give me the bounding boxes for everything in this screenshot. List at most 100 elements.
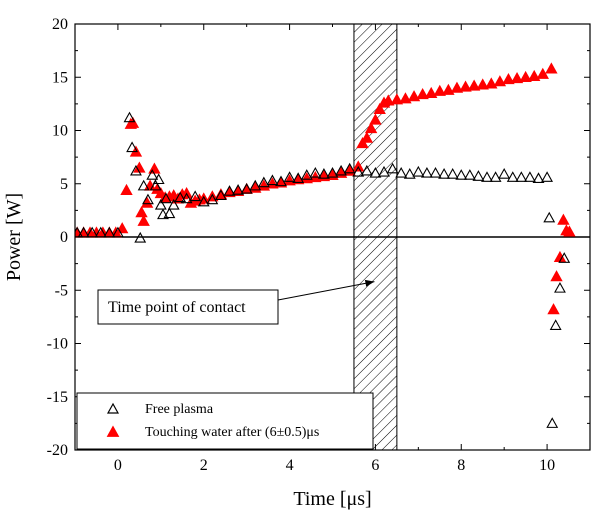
data-point (135, 206, 148, 218)
data-point (103, 226, 116, 238)
legend-label-touching-water: Touching water after (6±0.5)μs (145, 425, 319, 440)
data-point (485, 77, 498, 89)
data-point (550, 270, 563, 282)
data-point (180, 192, 193, 204)
data-point (554, 281, 566, 293)
data-point (502, 73, 515, 85)
data-point (450, 81, 464, 93)
x-tick-label: 10 (539, 457, 555, 474)
data-point (275, 175, 287, 187)
legend-item-free-plasma: Free plasma (106, 402, 214, 417)
x-tick-label: 0 (114, 457, 122, 474)
legend-marker-free-plasma (106, 402, 120, 414)
data-point (369, 166, 382, 178)
y-tick-label: 5 (60, 176, 68, 193)
data-point (160, 192, 172, 204)
data-point (223, 185, 236, 196)
x-axis-title: Time [μs] (293, 488, 371, 510)
legend-marker-touching-water (106, 425, 120, 437)
data-point (167, 198, 180, 210)
series-touching-water (75, 62, 576, 315)
y-tick-label: 10 (52, 123, 68, 140)
data-point (523, 171, 536, 182)
data-point (197, 192, 210, 204)
data-point (197, 195, 210, 207)
y-tick-label: -20 (47, 442, 68, 459)
y-tick-label: -15 (47, 389, 68, 406)
data-point (300, 169, 313, 180)
data-point (257, 176, 270, 188)
data-point (429, 166, 442, 178)
data-point (130, 164, 142, 176)
x-tick-label: 2 (200, 457, 208, 474)
data-point (489, 171, 502, 182)
data-point (343, 162, 356, 174)
data-point (557, 213, 570, 225)
data-point (240, 182, 253, 194)
data-point (206, 190, 219, 202)
annotation-arrow (277, 281, 375, 301)
data-point (326, 166, 339, 178)
data-point (543, 211, 556, 223)
data-point (412, 165, 425, 177)
contact-annotation: Time point of contact (97, 279, 375, 325)
series-layer (75, 62, 576, 428)
data-point (174, 191, 187, 203)
data-point (154, 198, 167, 210)
data-point (364, 122, 378, 134)
data-point (77, 226, 90, 238)
data-point (420, 166, 433, 178)
data-point (373, 102, 386, 114)
data-point (189, 190, 202, 202)
data-point (476, 78, 489, 90)
data-point (317, 168, 330, 179)
data-point (120, 183, 133, 195)
data-point (352, 165, 365, 177)
data-point (547, 303, 560, 315)
data-point (369, 113, 382, 125)
data-point (206, 193, 219, 205)
data-point (152, 173, 165, 185)
data-point (137, 214, 150, 226)
y-tick-label: 15 (52, 69, 68, 86)
data-point (481, 171, 493, 182)
data-point (541, 171, 554, 182)
data-point (546, 417, 559, 428)
annotation-arrowhead (364, 279, 375, 287)
data-point (163, 207, 176, 219)
data-point (142, 193, 154, 205)
data-point (442, 83, 455, 95)
data-point (493, 75, 507, 87)
data-point (232, 184, 245, 195)
data-point (86, 226, 99, 238)
data-point (498, 168, 511, 179)
data-point (519, 70, 532, 83)
data-point (126, 116, 140, 128)
data-point (438, 168, 451, 179)
series-free-plasma (75, 111, 571, 428)
legend-box (76, 392, 374, 450)
data-point (137, 179, 150, 191)
data-point (403, 168, 416, 179)
data-point (75, 226, 84, 238)
data-point (558, 252, 571, 263)
data-point (463, 169, 476, 180)
y-axis-title: Power [W] (3, 193, 25, 281)
x-tick-label: 6 (371, 457, 379, 474)
data-point (425, 86, 438, 99)
data-point (360, 131, 374, 143)
data-point (532, 172, 545, 183)
data-point (395, 166, 408, 178)
data-point (510, 71, 524, 84)
data-point (126, 141, 139, 153)
data-point (309, 166, 322, 178)
data-point (123, 111, 136, 123)
data-point (382, 94, 395, 106)
data-point (146, 169, 159, 180)
data-point (335, 164, 348, 176)
legend-item-touching-water: Touching water after (6±0.5)μs (106, 425, 319, 440)
data-point (360, 164, 373, 176)
data-point (446, 168, 459, 179)
data-point (545, 62, 558, 74)
